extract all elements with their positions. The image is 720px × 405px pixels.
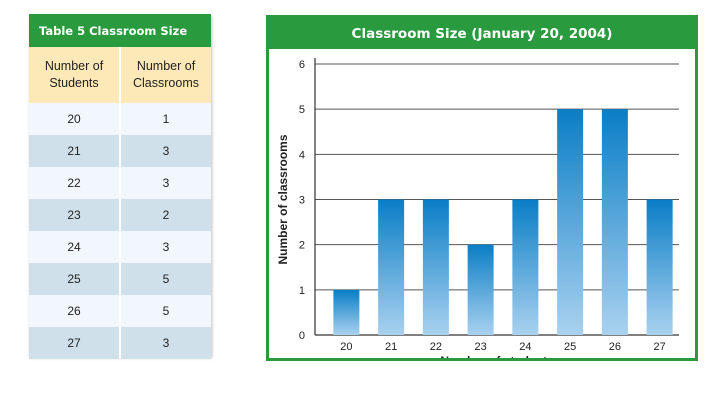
x-tick-label: 26 xyxy=(609,341,621,353)
table-header-row: Number of Students Number of Classrooms xyxy=(29,47,211,103)
column-header-classrooms: Number of Classrooms xyxy=(133,59,199,90)
y-tick-label: 1 xyxy=(299,285,305,297)
cell-classrooms: 5 xyxy=(162,272,170,286)
bar-21 xyxy=(378,199,405,335)
column-header-students: Number of Students xyxy=(29,47,121,103)
y-tick-label: 5 xyxy=(299,104,305,116)
bar-27 xyxy=(646,199,673,335)
x-tick-label: 21 xyxy=(385,341,397,353)
table-title: Table 5 Classroom Size xyxy=(29,14,211,47)
cell-classrooms: 3 xyxy=(162,144,170,158)
classroom-size-table: Table 5 Classroom Size Number of Student… xyxy=(29,14,211,359)
bar-26 xyxy=(601,109,628,335)
cell-students: 25 xyxy=(29,263,121,295)
bar-24 xyxy=(512,199,539,335)
x-tick-label: 20 xyxy=(340,341,352,353)
cell-classrooms: 1 xyxy=(162,112,170,126)
x-tick-label: 23 xyxy=(475,341,487,353)
cell-students: 27 xyxy=(29,327,121,359)
cell-classrooms: 3 xyxy=(162,336,170,350)
cell-students: 26 xyxy=(29,295,121,327)
table-row: 24 3 xyxy=(29,231,211,263)
cell-students: 23 xyxy=(29,199,121,231)
cell-students: 20 xyxy=(29,103,121,135)
cell-classrooms: 3 xyxy=(162,176,170,190)
table-body: 20 1 21 3 22 3 23 2 24 3 25 5 26 5 27 3 xyxy=(29,103,211,359)
y-tick-label: 0 xyxy=(299,330,305,342)
bar-20 xyxy=(333,289,360,335)
chart-title: Classroom Size (January 20, 2004) xyxy=(351,25,613,42)
y-tick-label: 3 xyxy=(299,195,305,207)
x-tick-label: 22 xyxy=(430,341,442,353)
y-tick-label: 2 xyxy=(299,240,305,252)
cell-students: 24 xyxy=(29,231,121,263)
x-tick-label: 24 xyxy=(519,341,531,353)
table-row: 23 2 xyxy=(29,199,211,231)
bar-25 xyxy=(557,109,584,335)
cell-students: 22 xyxy=(29,167,121,199)
table-row: 22 3 xyxy=(29,167,211,199)
cell-classrooms: 5 xyxy=(162,304,170,318)
x-tick-label: 25 xyxy=(564,341,576,353)
y-tick-label: 6 xyxy=(299,59,305,71)
cell-students: 21 xyxy=(29,135,121,167)
y-tick-label: 4 xyxy=(299,149,305,161)
table-row: 20 1 xyxy=(29,103,211,135)
bar-22 xyxy=(422,199,449,335)
cell-classrooms: 2 xyxy=(162,208,170,222)
table-row: 27 3 xyxy=(29,327,211,359)
x-axis-title: Number of students xyxy=(440,354,554,358)
table-row: 25 5 xyxy=(29,263,211,295)
bar-23 xyxy=(467,244,494,335)
table-row: 21 3 xyxy=(29,135,211,167)
table-row: 26 5 xyxy=(29,295,211,327)
cell-classrooms: 3 xyxy=(162,240,170,254)
x-tick-label: 27 xyxy=(654,341,666,353)
y-axis-title: Number of classrooms xyxy=(276,134,290,264)
